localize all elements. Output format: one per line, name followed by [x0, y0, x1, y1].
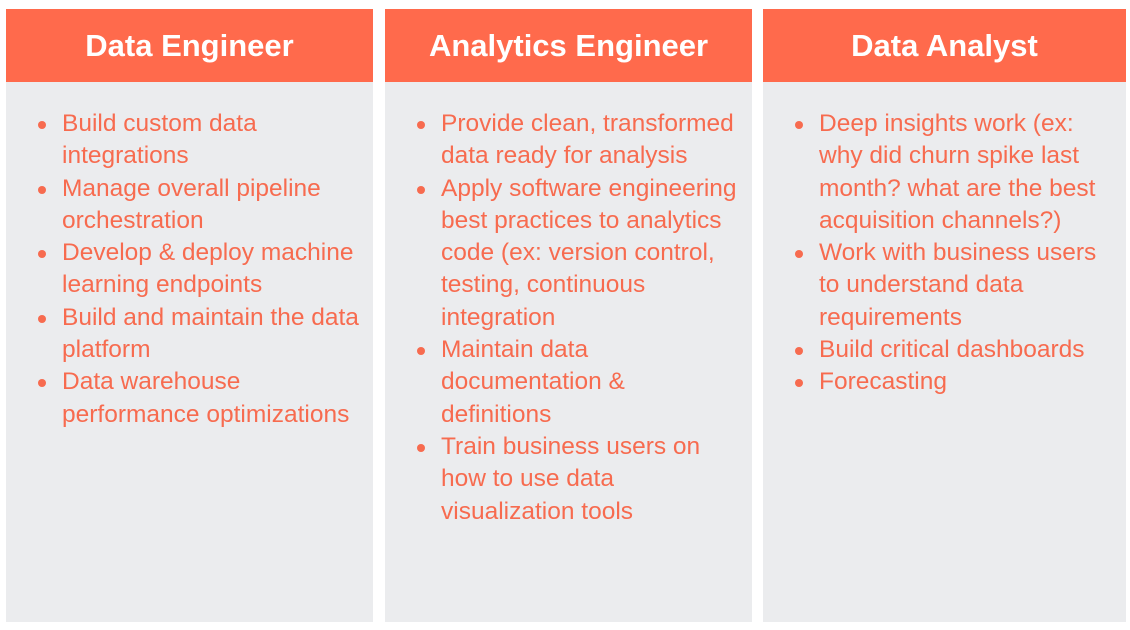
column-header: Data Engineer [6, 9, 373, 82]
list-item: Work with business users to understand d… [795, 237, 1112, 334]
responsibility-list: Build custom data integrations Manage ov… [6, 82, 373, 431]
responsibility-list: Deep insights work (ex: why did churn sp… [763, 82, 1126, 399]
list-item: Forecasting [795, 366, 1112, 398]
column-header: Data Analyst [763, 9, 1126, 82]
list-item: Build and maintain the data platform [38, 302, 359, 367]
list-item: Build critical dashboards [795, 334, 1112, 366]
responsibility-list: Provide clean, transformed data ready fo… [385, 82, 752, 528]
column-header: Analytics Engineer [385, 9, 752, 82]
list-item: Provide clean, transformed data ready fo… [417, 108, 738, 173]
column-analytics-engineer: Analytics Engineer Provide clean, transf… [385, 9, 752, 622]
list-item: Deep insights work (ex: why did churn sp… [795, 108, 1112, 237]
list-item: Build custom data integrations [38, 108, 359, 173]
list-item: Maintain data documentation & definition… [417, 334, 738, 431]
column-data-engineer: Data Engineer Build custom data integrat… [6, 9, 373, 622]
list-item: Train business users on how to use data … [417, 431, 738, 528]
list-item: Develop & deploy machine learning endpoi… [38, 237, 359, 302]
list-item: Manage overall pipeline orchestration [38, 173, 359, 238]
list-item: Apply software engineering best practice… [417, 173, 738, 334]
column-data-analyst: Data Analyst Deep insights work (ex: why… [763, 9, 1126, 622]
list-item: Data warehouse performance optimizations [38, 366, 359, 431]
